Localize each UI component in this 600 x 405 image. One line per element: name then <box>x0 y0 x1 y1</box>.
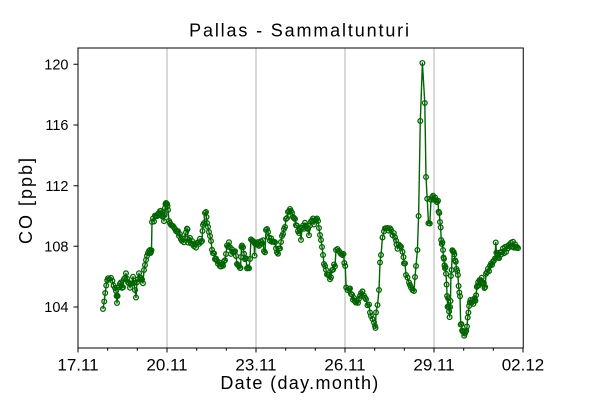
svg-text:CO [ppb]: CO [ppb] <box>16 156 36 244</box>
svg-text:104: 104 <box>44 300 68 316</box>
svg-text:02.12: 02.12 <box>502 355 545 374</box>
svg-text:20.11: 20.11 <box>146 355 187 374</box>
svg-text:Date (day.month): Date (day.month) <box>220 373 379 393</box>
svg-text:Pallas - Sammaltunturi: Pallas - Sammaltunturi <box>189 21 411 41</box>
svg-text:29.11: 29.11 <box>413 355 454 374</box>
svg-text:116: 116 <box>45 118 68 134</box>
svg-text:17.11: 17.11 <box>57 355 98 374</box>
svg-text:112: 112 <box>45 179 68 195</box>
svg-text:108: 108 <box>44 240 68 256</box>
svg-text:23.11: 23.11 <box>235 355 276 374</box>
svg-text:120: 120 <box>44 58 68 74</box>
svg-text:26.11: 26.11 <box>324 355 365 374</box>
